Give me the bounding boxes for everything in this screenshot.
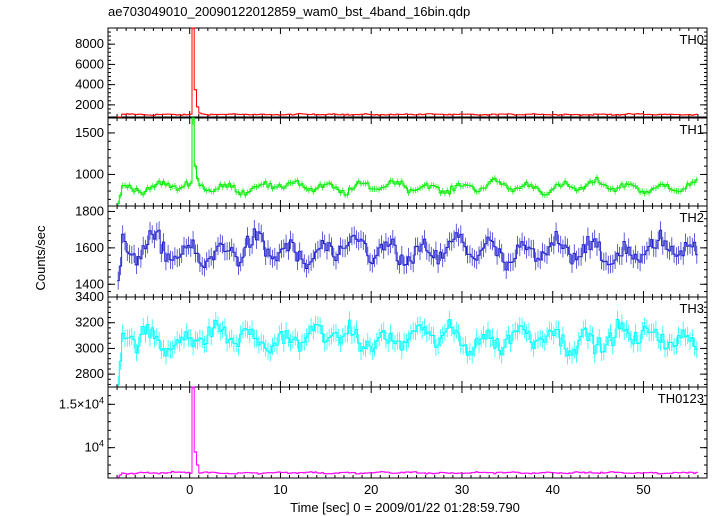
x-tick-label: 40 xyxy=(545,482,559,497)
x-tick-label: 50 xyxy=(636,482,650,497)
series-line-TH0 xyxy=(117,27,698,118)
series-line-TH1 xyxy=(117,117,698,204)
y-tick-label-TH1: 1500 xyxy=(75,125,104,140)
y-tick-label-TH0123: 1.5×104 xyxy=(59,395,104,411)
y-tick-label-TH0: 4000 xyxy=(75,77,104,92)
y-tick-label-TH1: 1000 xyxy=(75,166,104,181)
y-tick-label-TH0123: 104 xyxy=(85,439,104,455)
x-tick-label: 30 xyxy=(455,482,469,497)
series-errorbars-TH3 xyxy=(117,310,698,387)
x-axis-label: Time [sec] 0 = 2009/01/22 01:28:59.790 xyxy=(290,500,520,515)
panel-label-TH2: TH2 xyxy=(679,210,704,225)
y-tick-label-TH0: 6000 xyxy=(75,56,104,71)
panel-frame-TH0 xyxy=(107,27,708,118)
y-tick-label-TH0: 2000 xyxy=(75,97,104,112)
y-tick-label-TH2: 1600 xyxy=(75,240,104,255)
y-tick-label-TH3: 3200 xyxy=(75,315,104,330)
x-tick-label: 20 xyxy=(364,482,378,497)
panel-label-TH0123: TH0123 xyxy=(658,391,704,406)
x-tick-label: 0 xyxy=(186,482,193,497)
y-tick-label-TH2: 1800 xyxy=(75,203,104,218)
y-axis-label: Counts/sec xyxy=(33,225,48,291)
series-line-TH0123 xyxy=(117,386,698,478)
x-tick-label: 10 xyxy=(273,482,287,497)
series-errorbars-TH0 xyxy=(122,28,698,116)
series-line-TH3 xyxy=(117,318,698,385)
panel-label-TH0: TH0 xyxy=(679,32,704,47)
y-tick-label-TH3: 2800 xyxy=(75,366,104,381)
y-tick-label-TH0: 8000 xyxy=(75,36,104,51)
panel-label-TH1: TH1 xyxy=(679,122,704,137)
panels-group: 2000 4000 6000 8000 TH0 1000 1500 TH1 1400 1600 18… xyxy=(59,27,708,497)
panel-label-TH3: TH3 xyxy=(679,301,704,316)
y-tick-label-TH2: 1400 xyxy=(75,276,104,291)
y-tick-label-TH3: 3400 xyxy=(75,289,104,304)
y-tick-label-TH3: 3000 xyxy=(75,340,104,355)
series-line-TH2 xyxy=(117,228,698,282)
series-errorbars-TH2 xyxy=(117,219,698,290)
series-errorbars-TH0123 xyxy=(117,387,698,478)
chart-title: ae703049010_20090122012859_wam0_bst_4ban… xyxy=(108,4,470,19)
